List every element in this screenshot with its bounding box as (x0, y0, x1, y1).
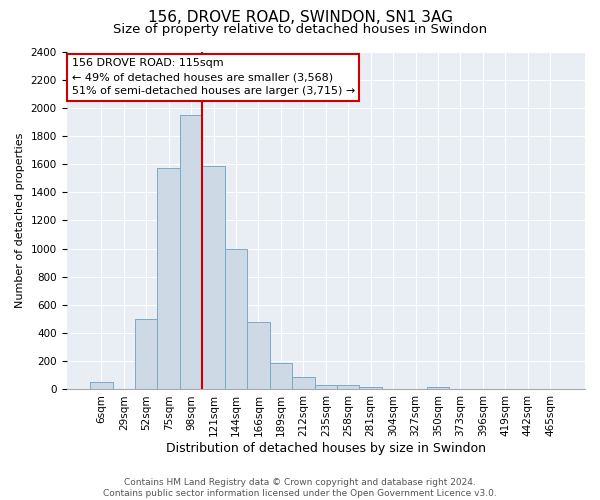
Text: Size of property relative to detached houses in Swindon: Size of property relative to detached ho… (113, 22, 487, 36)
Y-axis label: Number of detached properties: Number of detached properties (15, 133, 25, 308)
X-axis label: Distribution of detached houses by size in Swindon: Distribution of detached houses by size … (166, 442, 486, 455)
Bar (269, 364, 292, 390)
Text: Contains HM Land Registry data © Crown copyright and database right 2024.
Contai: Contains HM Land Registry data © Crown c… (103, 478, 497, 498)
Bar (292, 377, 314, 390)
Text: 156, DROVE ROAD, SWINDON, SN1 3AG: 156, DROVE ROAD, SWINDON, SN1 3AG (148, 10, 452, 25)
Bar (180, 115, 202, 390)
Bar (427, 386, 449, 390)
Bar (135, 319, 157, 390)
Bar (90, 382, 113, 390)
Bar (202, 166, 225, 390)
Bar (359, 386, 382, 390)
Text: 156 DROVE ROAD: 115sqm
← 49% of detached houses are smaller (3,568)
51% of semi-: 156 DROVE ROAD: 115sqm ← 49% of detached… (72, 58, 355, 96)
Bar (247, 322, 269, 390)
Bar (157, 168, 180, 390)
Bar (225, 248, 247, 390)
Bar (337, 385, 359, 390)
Bar (314, 385, 337, 390)
